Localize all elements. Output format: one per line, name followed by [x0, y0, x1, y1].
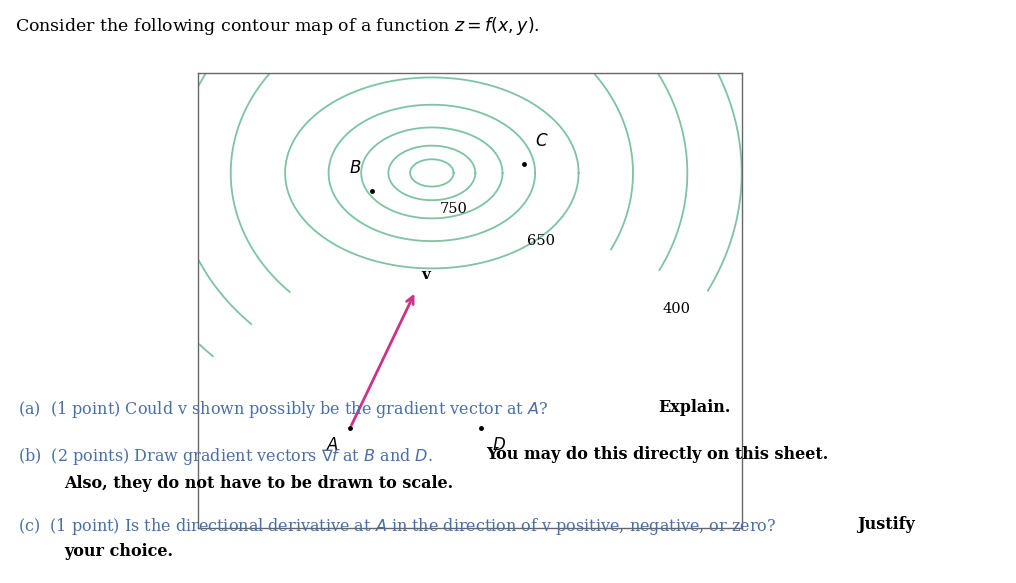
- Text: (c)  (1 point) Is the directional derivative at $A$ in the direction of v positi: (c) (1 point) Is the directional derivat…: [18, 516, 782, 537]
- Text: Explain.: Explain.: [658, 399, 731, 416]
- Text: Justify: Justify: [858, 516, 915, 533]
- Text: v: v: [421, 268, 430, 282]
- Text: $B$: $B$: [348, 160, 362, 177]
- Text: You may do this directly on this sheet.: You may do this directly on this sheet.: [486, 446, 828, 463]
- Text: 650: 650: [526, 234, 555, 248]
- Text: 400: 400: [662, 303, 691, 317]
- Text: your choice.: your choice.: [64, 543, 173, 560]
- Text: (b)  (2 points) Draw gradient vectors $\nabla f$ at $B$ and $D$.: (b) (2 points) Draw gradient vectors $\n…: [18, 446, 440, 467]
- Text: Consider the following contour map of a function $z = f(x, y)$.: Consider the following contour map of a …: [15, 15, 539, 37]
- Text: $D$: $D$: [492, 437, 506, 454]
- Text: $C$: $C$: [535, 133, 549, 150]
- Text: (a)  (1 point) Could v shown possibly be the gradient vector at $A$?: (a) (1 point) Could v shown possibly be …: [18, 399, 554, 420]
- Text: Also, they do not have to be drawn to scale.: Also, they do not have to be drawn to sc…: [64, 475, 453, 492]
- Text: $A$: $A$: [326, 437, 339, 454]
- Text: 750: 750: [440, 202, 467, 216]
